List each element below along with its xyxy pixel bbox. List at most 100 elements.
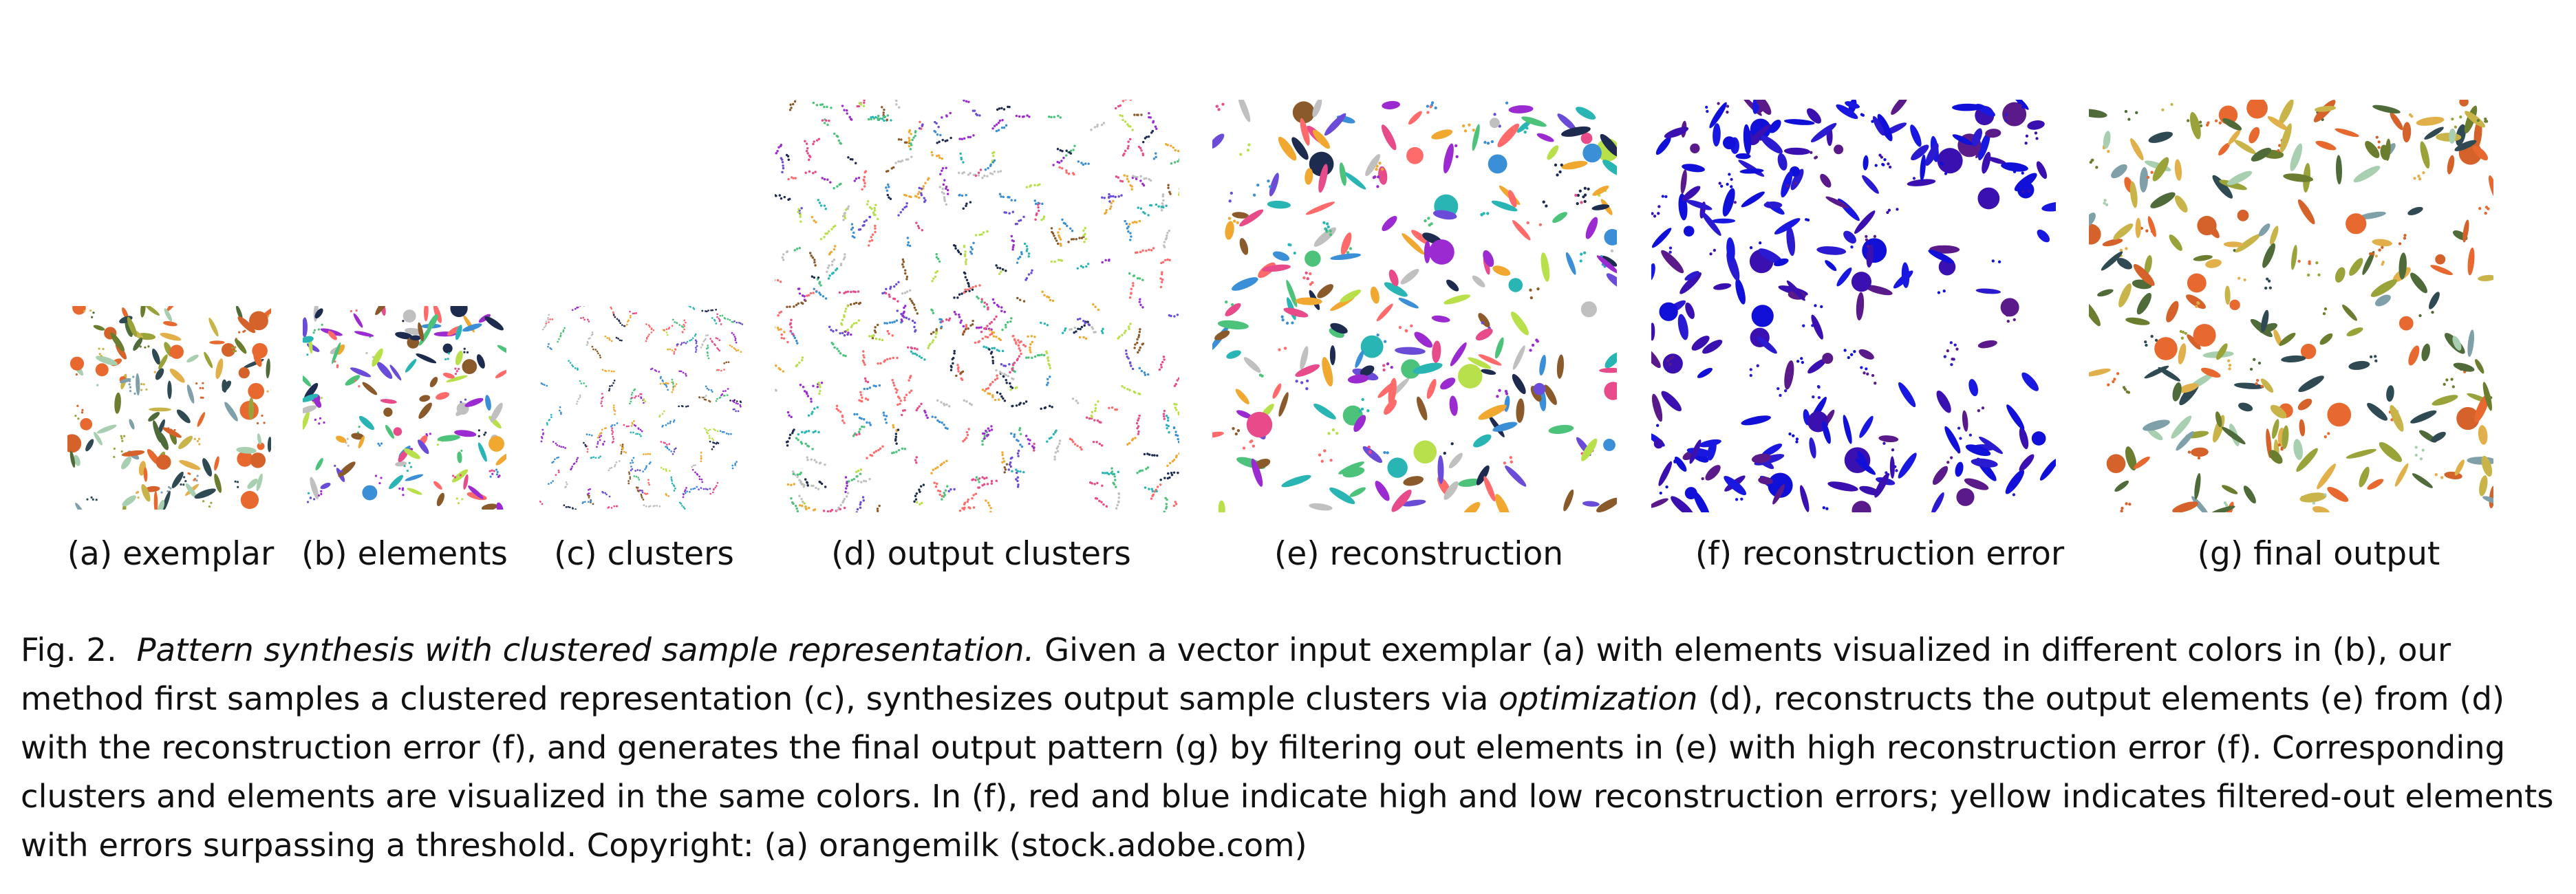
dot-shape (707, 352, 709, 354)
dot-shape (963, 254, 967, 258)
dot-shape (2161, 108, 2165, 111)
dot-shape (963, 246, 966, 248)
dot-shape (790, 415, 793, 419)
dot-shape (2257, 361, 2262, 365)
leaf-shape (1330, 253, 1362, 261)
dot-shape (623, 325, 625, 327)
dot-shape (1718, 182, 1721, 185)
leaf-shape (1664, 127, 1689, 138)
dot-shape (609, 467, 611, 470)
dot-shape (989, 384, 991, 386)
dot-shape (1009, 320, 1012, 323)
dot-shape (1574, 193, 1578, 197)
dot-shape (559, 411, 562, 414)
leaf-shape (248, 397, 255, 420)
dot-shape (1174, 149, 1177, 152)
dot-shape (334, 360, 336, 363)
dot-shape (1076, 318, 1080, 321)
dot-shape (874, 337, 878, 340)
dot-shape (1380, 168, 1384, 171)
dot-shape (1139, 207, 1143, 210)
dot-shape (725, 433, 728, 435)
dot-shape (910, 133, 912, 135)
leaf-shape (1760, 135, 1783, 154)
dot-shape (1137, 433, 1140, 435)
leaf-shape (2136, 292, 2151, 315)
leaf-shape (127, 316, 137, 337)
leaf-shape (2319, 333, 2333, 345)
leaf-shape (2194, 472, 2201, 500)
dot-shape (633, 420, 635, 422)
dot-shape (1054, 451, 1058, 454)
dot-shape (795, 507, 798, 510)
leaf-shape (2268, 450, 2283, 464)
dot-shape (1221, 102, 1225, 106)
dot-shape (806, 392, 808, 395)
dot-shape (945, 166, 947, 169)
dot-shape (610, 340, 613, 342)
dot-shape (987, 501, 990, 504)
dot-shape (596, 446, 598, 448)
dot-shape (613, 424, 616, 426)
dot-shape (1040, 407, 1042, 411)
dot-shape (716, 313, 718, 316)
dot-shape (885, 415, 888, 417)
dot-shape (684, 490, 686, 492)
dot-shape (894, 283, 898, 286)
dot-shape (901, 208, 905, 211)
dot-shape (1016, 358, 1019, 362)
dot-shape (668, 470, 671, 472)
dot-shape (548, 419, 550, 422)
dot-shape (1493, 113, 1496, 116)
dot-shape (918, 488, 921, 491)
dot-shape (643, 492, 646, 494)
dot-shape (1094, 403, 1097, 406)
leaf-shape (455, 350, 463, 366)
dot-shape (1386, 451, 1389, 455)
dot-shape (1382, 368, 1386, 372)
dot-shape (2000, 298, 2019, 317)
dot-shape (603, 427, 606, 430)
dot-shape (669, 348, 672, 351)
leaf-shape (2449, 128, 2456, 144)
dot-shape (971, 248, 974, 251)
dot-shape (910, 299, 913, 303)
dot-shape (718, 317, 720, 320)
dot-shape (931, 309, 934, 312)
dot-shape (599, 455, 601, 458)
leaf-shape (2488, 175, 2493, 200)
dot-shape (577, 457, 579, 459)
dot-shape (1026, 114, 1029, 117)
dot-shape (999, 338, 1002, 342)
leaf-shape (1713, 283, 1732, 290)
dot-shape (1852, 501, 1871, 512)
leaf-shape (1431, 315, 1450, 323)
dot-shape (2451, 385, 2455, 389)
dot-shape (1138, 414, 1141, 417)
dot-shape (614, 464, 616, 466)
dot-shape (1361, 397, 1364, 402)
dot-shape (1011, 248, 1014, 251)
dot-shape (1060, 160, 1063, 162)
dot-shape (2214, 119, 2218, 122)
dot-shape (1943, 355, 1946, 358)
exemplar-image (67, 306, 271, 510)
leaf-shape (2346, 448, 2376, 459)
dot-shape (824, 463, 826, 466)
dot-shape (828, 274, 831, 277)
dot-shape (736, 321, 738, 324)
dot-shape (986, 230, 989, 233)
dot-shape (960, 292, 963, 295)
leaf-shape (2472, 145, 2489, 161)
dot-shape (1853, 350, 1856, 353)
dot-shape (583, 306, 585, 307)
dot-shape (495, 468, 498, 471)
dot-shape (865, 219, 868, 222)
dot-shape (545, 320, 548, 323)
dot-shape (1398, 326, 1402, 329)
dot-shape (1115, 486, 1117, 488)
dot-shape (629, 477, 632, 480)
leaf-shape (1212, 431, 1224, 438)
leaf-shape (1693, 491, 1710, 512)
dot-shape (934, 467, 937, 470)
